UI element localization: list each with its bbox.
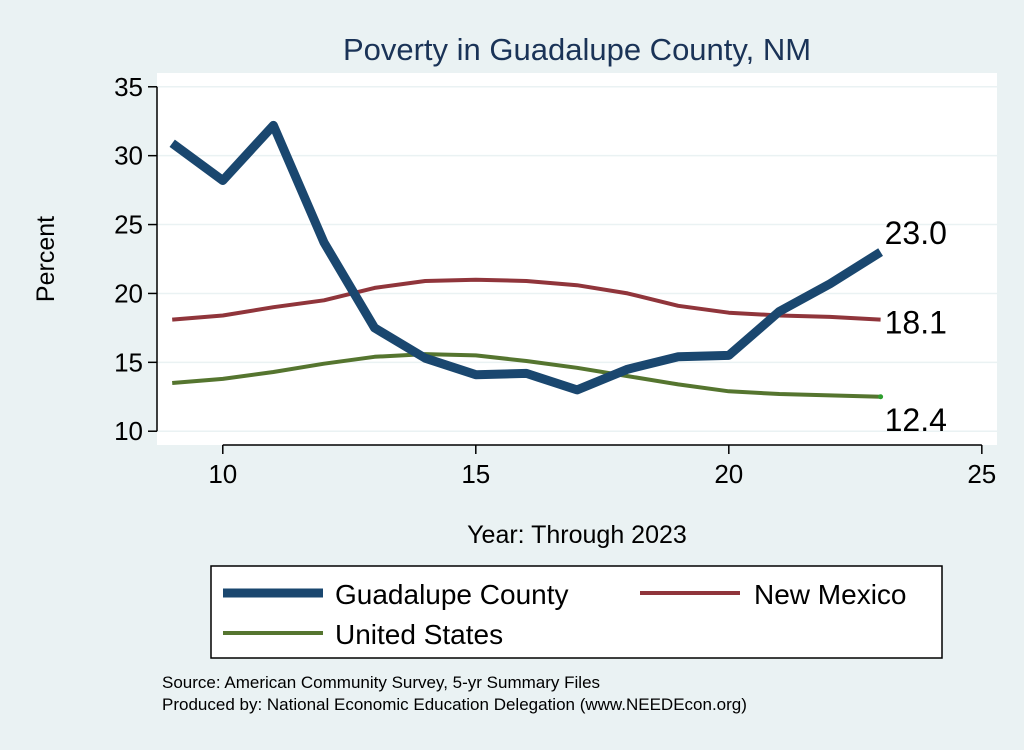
source-note: Source: American Community Survey, 5-yr … — [162, 673, 600, 692]
end-labels: 23.0 18.1 12.4 — [885, 215, 947, 438]
series-lines — [169, 120, 884, 400]
legend: Guadalupe County New Mexico United State… — [210, 565, 943, 659]
y-axis-label: Percent — [32, 216, 60, 302]
end-label-guadalupe-county: 23.0 — [885, 215, 947, 251]
axes: 10 15 20 25 30 35 10 15 20 25 — [114, 72, 996, 489]
legend-label-united-states: United States — [335, 619, 503, 650]
x-axis-label: Year: Through 2023 — [467, 521, 687, 549]
y-tick-label-15: 15 — [114, 347, 143, 377]
series-line-new-mexico — [172, 277, 881, 322]
end-label-united-states: 12.4 — [885, 402, 947, 438]
y-tick-label-20: 20 — [114, 278, 143, 308]
y-tick-label-30: 30 — [114, 141, 143, 171]
series-end-point-united-states — [878, 394, 884, 400]
x-tick-label-15: 15 — [461, 459, 490, 489]
x-tick-label-25: 25 — [967, 459, 996, 489]
legend-label-new-mexico: New Mexico — [754, 579, 906, 610]
plot-area — [157, 73, 997, 445]
producer-note: Produced by: National Economic Education… — [162, 695, 747, 714]
legend-label-guadalupe-county: Guadalupe County — [335, 579, 569, 610]
end-label-new-mexico: 18.1 — [885, 305, 947, 341]
series-line-guadalupe-county — [169, 120, 883, 395]
x-tick-label-10: 10 — [208, 459, 237, 489]
y-tick-label-25: 25 — [114, 210, 143, 240]
y-tick-label-10: 10 — [114, 416, 143, 446]
series-line-united-states — [172, 352, 881, 399]
legend-box — [210, 565, 943, 659]
y-tick-label-35: 35 — [114, 72, 143, 102]
chart-title: Poverty in Guadalupe County, NM — [343, 32, 811, 67]
gridlines — [157, 86, 997, 432]
x-tick-label-20: 20 — [714, 459, 743, 489]
